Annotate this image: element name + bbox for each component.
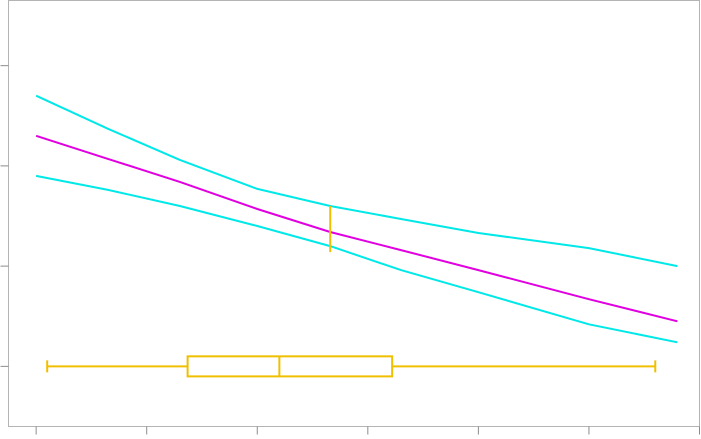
lower-band-line <box>35 174 678 344</box>
series-lines <box>35 94 678 344</box>
axis-ticks <box>0 65 700 435</box>
fit-line <box>35 134 678 323</box>
upper-band-line <box>35 94 678 268</box>
plot-frame <box>8 0 700 427</box>
boxplot <box>46 355 657 378</box>
boxplot-box <box>186 355 394 378</box>
